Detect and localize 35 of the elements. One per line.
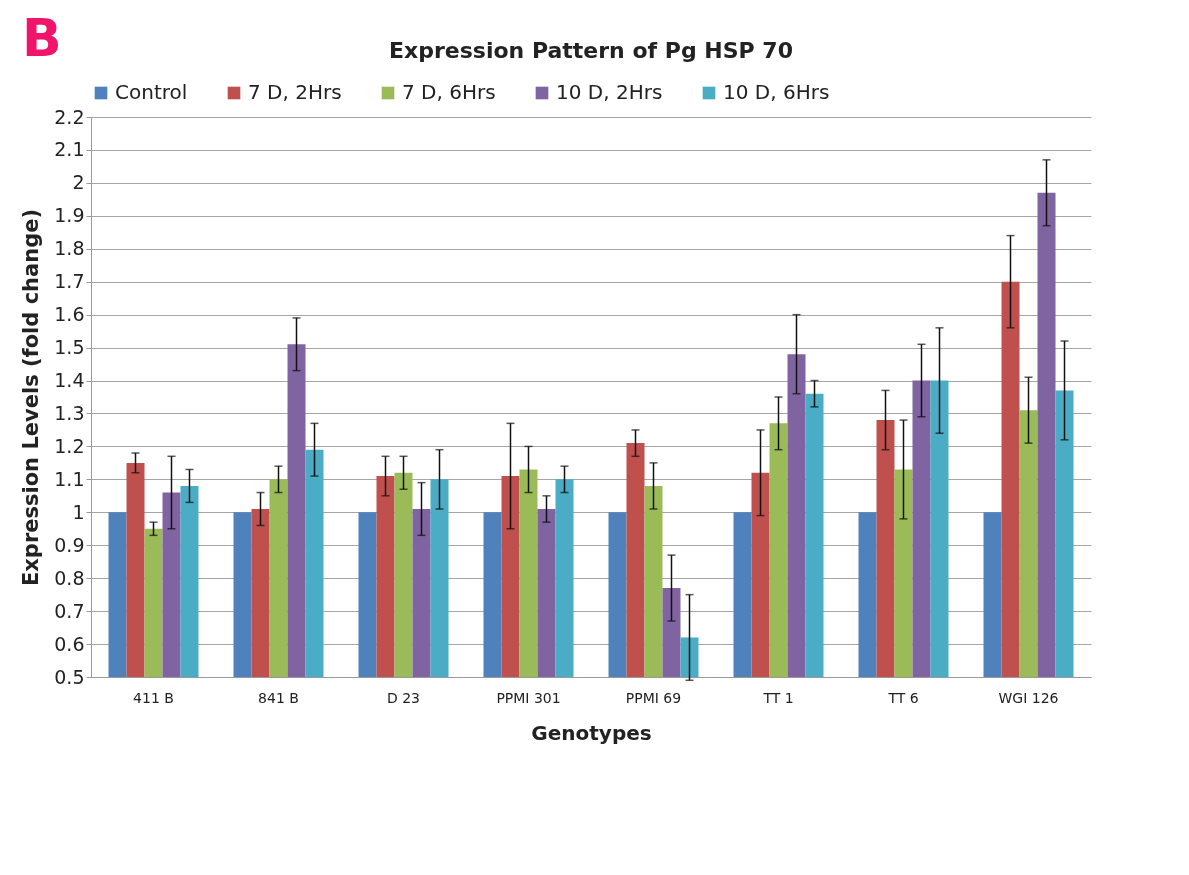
y-tick-label: 0.6 bbox=[54, 632, 85, 655]
y-tick-label: 0.5 bbox=[54, 665, 85, 688]
y-tick-label: 0.7 bbox=[54, 599, 85, 622]
y-tick-label: 0.9 bbox=[54, 533, 85, 556]
y-tick-label: 1 bbox=[72, 500, 85, 523]
y-axis-title: Expression Levels (fold change) bbox=[19, 208, 44, 587]
y-tick-label: 1.7 bbox=[54, 270, 85, 293]
x-tick-label: 841 B bbox=[258, 689, 299, 706]
x-tick-label: D 23 bbox=[386, 689, 421, 706]
legend-label: 7 D, 6Hrs bbox=[402, 80, 496, 104]
x-tick-label: TT 6 bbox=[887, 689, 919, 706]
x-tick-label: PPMI 69 bbox=[625, 689, 682, 706]
legend-label: 7 D, 2Hrs bbox=[248, 80, 342, 104]
x-tick-label: WGI 126 bbox=[998, 689, 1059, 706]
y-tick-label: 1.6 bbox=[54, 303, 85, 326]
text: B bbox=[22, 8, 62, 68]
y-tick-label: 2.1 bbox=[54, 138, 85, 161]
y-tick-label: 1.1 bbox=[54, 467, 85, 490]
y-tick-label: 2 bbox=[72, 171, 85, 194]
y-tick-label: 1.8 bbox=[54, 237, 85, 260]
y-tick-label: 2.2 bbox=[54, 105, 85, 128]
legend-label: Control bbox=[115, 80, 188, 104]
y-tick-label: 1.2 bbox=[54, 434, 85, 457]
y-tick-label: 1.4 bbox=[54, 369, 85, 392]
x-tick-label: TT 1 bbox=[762, 689, 794, 706]
x-axis-title: Genotypes bbox=[531, 720, 652, 745]
chart-title: Expression Pattern of Pg HSP 70 bbox=[389, 38, 793, 63]
x-tick-label: PPMI 301 bbox=[496, 689, 561, 706]
x-tick-label: 411 B bbox=[133, 689, 174, 706]
y-tick-label: 1.3 bbox=[54, 401, 85, 424]
y-tick-label: 1.9 bbox=[54, 204, 85, 227]
y-tick-label: 1.5 bbox=[54, 336, 85, 359]
y-tick-label: 0.8 bbox=[54, 566, 85, 589]
legend-label: 10 D, 6Hrs bbox=[723, 80, 830, 104]
legend-label: 10 D, 2Hrs bbox=[556, 80, 663, 104]
